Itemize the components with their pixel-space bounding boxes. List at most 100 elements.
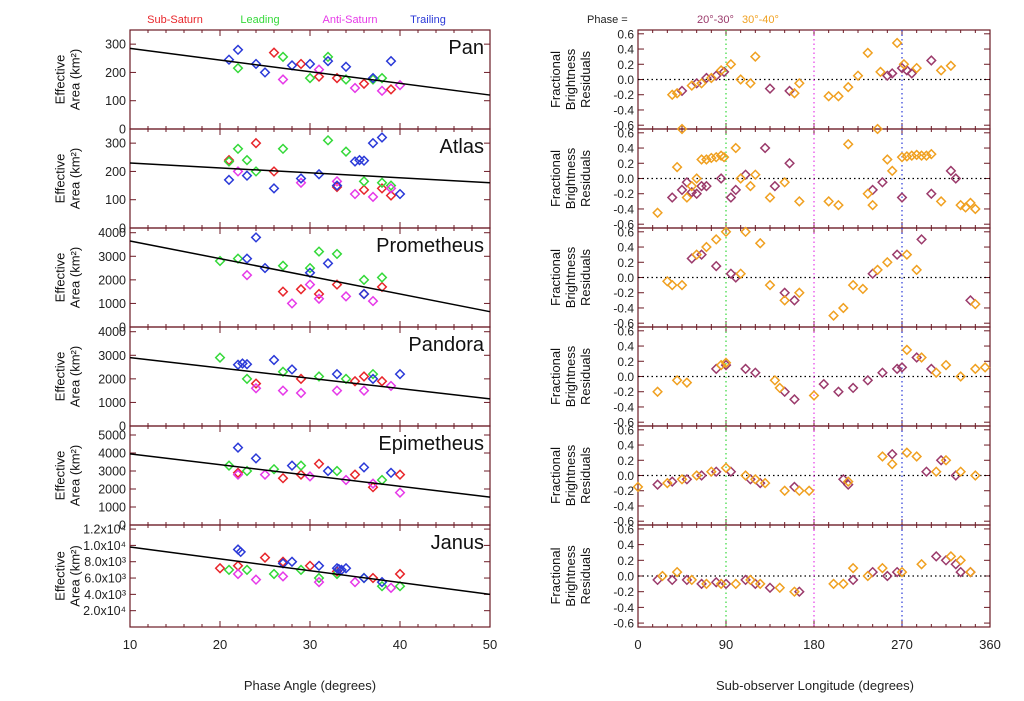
data-point-trailing (295, 173, 307, 184)
data-point-sub-saturn (331, 72, 343, 84)
y-tick-label: 1.2x10⁴ (83, 523, 126, 537)
data-point-anti-saturn (394, 79, 406, 91)
y-tick-label: 100 (105, 193, 126, 207)
data-point-anti-saturn (232, 166, 244, 177)
right-legend-header: Phase = 20°-30° 30°-40° (587, 14, 779, 26)
data-point-phase-30-40 (877, 451, 888, 462)
y-tick-label: 0.2 (617, 157, 634, 171)
data-point-phase-20-30 (769, 180, 781, 192)
data-point-leading (277, 51, 289, 63)
data-point-trailing (268, 354, 280, 366)
y-axis-label-line: Brightness (563, 246, 578, 308)
y-tick-label: -0.6 (613, 617, 634, 631)
data-point-phase-30-40 (872, 123, 883, 135)
data-point-sub-saturn (376, 183, 388, 194)
data-point-leading (313, 572, 325, 584)
data-point-phase-30-40 (969, 470, 981, 481)
data-point-anti-saturn (232, 568, 244, 580)
data-point-trailing (367, 373, 379, 385)
y-axis-label: EffectiveArea (km²) (53, 148, 83, 209)
data-point-trailing (304, 58, 316, 70)
data-point-phase-30-40 (701, 241, 712, 253)
data-point-phase-20-30 (681, 176, 693, 188)
data-point-phase-30-40 (676, 123, 688, 135)
data-point-leading (250, 166, 262, 177)
data-point-phase-30-40 (661, 275, 673, 287)
data-point-phase-30-40 (930, 367, 942, 379)
data-point-phase-30-40 (671, 566, 683, 578)
data-point-phase-30-40 (661, 477, 673, 489)
data-point-leading (295, 460, 307, 471)
y-tick-label: -0.6 (613, 119, 634, 133)
y-axis-label: FractionalBrightnessResiduals (548, 345, 593, 407)
data-point-sub-saturn (268, 47, 280, 58)
data-point-phase-20-30 (891, 363, 903, 375)
data-point-trailing (358, 288, 370, 300)
data-point-phase-30-40 (779, 176, 791, 188)
data-point-phase-30-40 (696, 77, 707, 89)
data-point-anti-saturn (250, 382, 262, 394)
data-point-anti-saturn (241, 269, 253, 281)
data-point-leading (304, 262, 316, 274)
data-point-phase-30-40 (823, 90, 835, 102)
data-point-phase-30-40 (823, 195, 835, 207)
data-point-phase-30-40 (955, 466, 967, 478)
data-point-phase-30-40 (847, 562, 859, 574)
data-point-phase-30-40 (842, 476, 854, 487)
data-point-leading (358, 175, 370, 187)
data-point-phase-30-40 (769, 374, 781, 386)
data-point-phase-30-40 (749, 169, 761, 181)
moon-name-label: Prometheus (376, 235, 484, 257)
data-point-leading (340, 146, 352, 157)
y-axis-label: FractionalBrightnessResiduals (548, 48, 593, 110)
y-tick-label: 0.4 (617, 439, 634, 453)
y-axis-label-line: Effective (53, 551, 68, 601)
data-point-sub-saturn (349, 375, 361, 387)
data-point-phase-20-30 (950, 173, 962, 184)
data-point-sub-saturn (295, 283, 307, 295)
y-tick-label: -0.4 (613, 103, 634, 117)
y-axis-label-line: Effective (53, 352, 68, 402)
data-point-leading (322, 134, 334, 146)
y-tick-label: 0.6 (617, 225, 634, 239)
y-tick-label: -0.6 (613, 218, 634, 232)
linear-fit-line (129, 546, 491, 596)
data-point-leading (223, 460, 235, 471)
y-axis-label-line: Area (km²) (68, 49, 83, 110)
data-point-anti-saturn (232, 469, 244, 480)
data-point-phase-30-40 (935, 65, 947, 76)
data-point-phase-20-30 (925, 188, 937, 200)
data-point-phase-30-40 (940, 454, 952, 466)
y-axis-label: FractionalBrightnessResiduals (548, 444, 593, 506)
data-point-anti-saturn (367, 191, 379, 203)
data-point-phase-20-30 (749, 367, 761, 379)
data-point-phase-20-30 (764, 83, 776, 94)
data-point-phase-30-40 (828, 310, 839, 321)
data-point-leading (223, 564, 235, 576)
x-tick-label: 20 (213, 637, 227, 652)
data-point-leading (331, 465, 343, 477)
data-point-phase-30-40 (718, 151, 730, 163)
data-point-phase-30-40 (911, 264, 923, 276)
data-point-phase-20-30 (710, 363, 722, 375)
data-point-anti-saturn (385, 380, 397, 392)
y-tick-label: 0.0 (617, 570, 634, 584)
y-tick-label: 0 (119, 321, 126, 335)
data-point-phase-30-40 (945, 60, 957, 72)
y-axis-label: EffectiveArea (km²) (53, 247, 83, 308)
x-tick-label: 50 (483, 637, 497, 652)
data-point-phase-20-30 (759, 142, 771, 154)
y-tick-label: -0.2 (613, 585, 634, 599)
y-axis-label-line: Fractional (548, 249, 563, 306)
data-point-phase-20-30 (891, 249, 903, 261)
y-axis-label-line: Brightness (563, 48, 578, 110)
data-point-phase-30-40 (710, 234, 722, 245)
y-axis-label: EffectiveArea (km²) (53, 445, 83, 506)
moon-name-label: Janus (431, 532, 484, 554)
data-point-phase-20-30 (779, 386, 791, 398)
data-point-phase-20-30 (784, 85, 795, 97)
y-tick-label: 0 (119, 123, 126, 137)
data-point-phase-30-40 (793, 77, 805, 89)
data-point-phase-30-40 (691, 470, 703, 481)
data-point-phase-20-30 (740, 363, 751, 375)
